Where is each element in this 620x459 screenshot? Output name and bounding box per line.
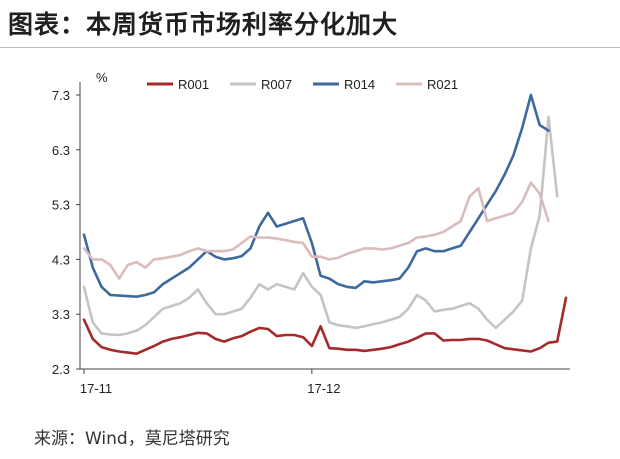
legend: R001 R007 R014 R021 [147,77,458,92]
y-tick-label: 3.3 [52,307,70,322]
legend-label-r021: R021 [427,77,458,92]
legend-label-r014: R014 [344,77,375,92]
y-tick-label: 2.3 [52,362,70,377]
series-line-r021 [82,181,550,280]
y-axis-unit-label: % [96,70,108,85]
series-line-r014 [82,93,550,299]
legend-label-r007: R007 [261,77,292,92]
title-divider [0,47,620,48]
y-tick-label: 6.3 [52,143,70,158]
y-axis-ticks: 2.3 3.3 4.3 5.3 6.3 7.3 [52,88,80,377]
legend-label-r001: R001 [178,77,209,92]
series-line-r007 [82,115,559,337]
x-tick-label: 17-12 [307,381,340,396]
y-tick-label: 5.3 [52,198,70,213]
y-tick-label: 4.3 [52,252,70,267]
y-tick-label: 7.3 [52,88,70,103]
series-lines [82,93,568,356]
figure-title: 图表：本周货币市场利率分化加大 [8,10,399,39]
x-tick-label: 17-11 [80,381,112,396]
x-axis-ticks: 17-11 17-12 [80,369,340,396]
source-note: 来源：Wind，莫尼塔研究 [34,429,230,449]
series-line-r001 [82,296,568,356]
